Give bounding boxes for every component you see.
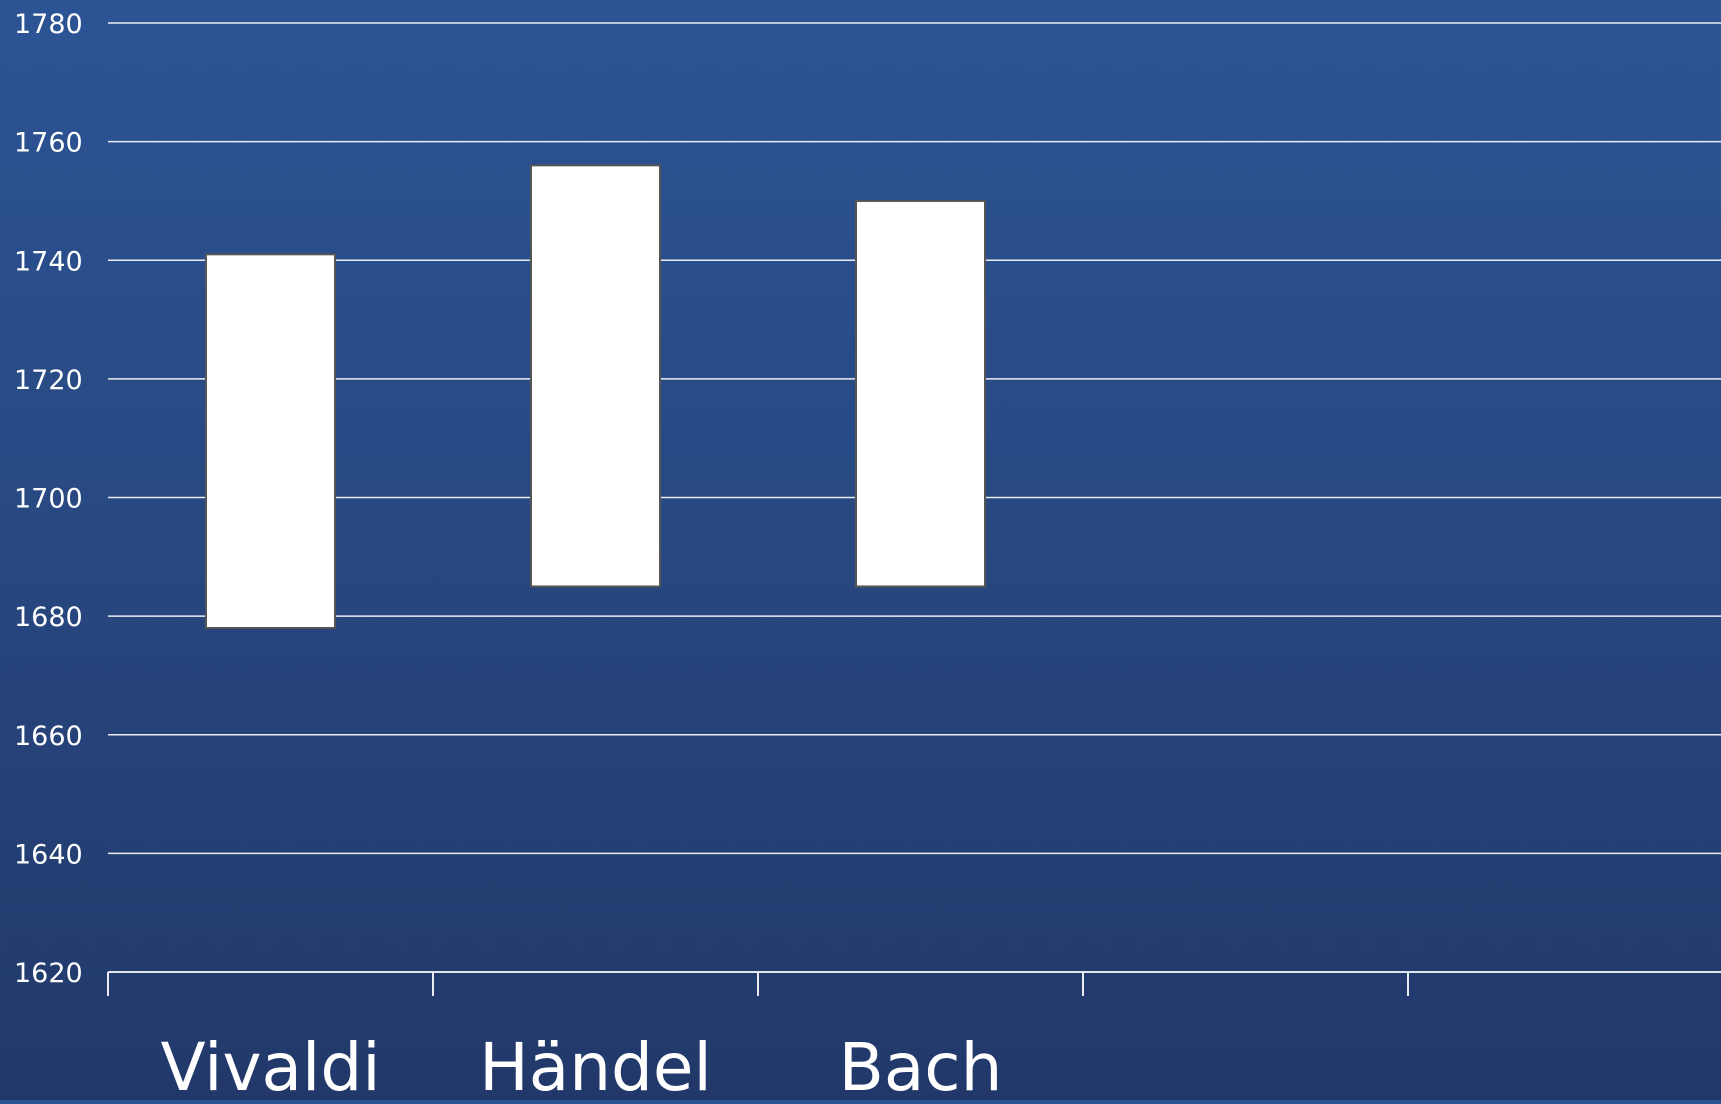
- category-label: Händel: [479, 1029, 712, 1100]
- bar-händel: [530, 164, 661, 588]
- y-tick-label: 1760: [14, 128, 83, 159]
- y-tick-label: 1700: [14, 484, 83, 515]
- bars: [205, 164, 986, 629]
- y-tick-label: 1660: [14, 721, 83, 752]
- y-tick-label: 1680: [14, 602, 83, 633]
- y-tick-label: 1780: [14, 9, 83, 40]
- y-tick-label: 1740: [14, 246, 83, 277]
- y-tick-label: 1720: [14, 365, 83, 396]
- y-tick-label: 1620: [14, 958, 83, 989]
- y-tick-label: 1640: [14, 839, 83, 870]
- category-label: Vivaldi: [160, 1029, 380, 1100]
- bar-bach: [855, 199, 986, 588]
- category-label: Bach: [839, 1029, 1003, 1100]
- x-axis: [107, 971, 1721, 996]
- bar-vivaldi: [205, 253, 336, 629]
- y-tick-labels: 1620 1640 1660 1680 1700 1720 1740 1760 1780: [14, 9, 83, 989]
- x-category-labels: Vivaldi Händel Bach: [160, 1029, 1003, 1104]
